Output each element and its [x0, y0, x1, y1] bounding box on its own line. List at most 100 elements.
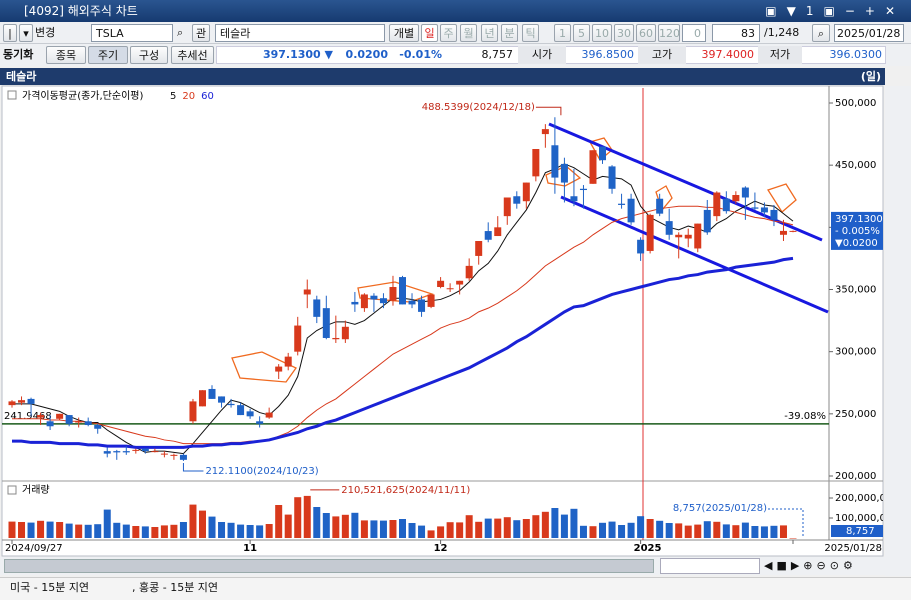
candle-body — [646, 214, 654, 251]
period-button[interactable]: 분 — [501, 24, 518, 42]
interval-button[interactable]: 5 — [573, 24, 590, 42]
volume-bar — [475, 521, 483, 538]
period-button[interactable]: 일 — [421, 24, 438, 42]
volume-last-box — [831, 524, 883, 537]
candle-body — [160, 453, 168, 455]
candle-body — [599, 146, 607, 161]
interval-input[interactable]: 0 — [682, 24, 706, 42]
volume-bar — [332, 516, 340, 538]
volume-bar — [218, 522, 226, 538]
drawing — [545, 165, 582, 187]
tab-button[interactable]: 구성 — [130, 46, 168, 64]
tab-button[interactable]: 주기 — [88, 46, 128, 64]
period-button[interactable]: 년 — [481, 24, 498, 42]
low-label: 저가 — [758, 46, 802, 64]
zoom-button[interactable]: ⌕ — [812, 24, 830, 42]
x-tick-label: 2024/09/27 — [5, 543, 63, 554]
period-button[interactable]: 틱 — [522, 24, 539, 42]
x-tick-label: 12 — [434, 543, 448, 554]
volume-bar — [703, 521, 711, 538]
y-tick-label: 450,000 — [835, 160, 876, 171]
volume-bar — [618, 525, 626, 538]
candle-body — [351, 301, 359, 305]
candle-body — [684, 234, 692, 239]
candle-body — [8, 401, 16, 406]
interval-button[interactable]: 60 — [636, 24, 656, 42]
candle-body — [665, 221, 673, 235]
candle-body — [360, 294, 368, 309]
interval-button[interactable]: 30 — [614, 24, 634, 42]
volume-bar — [160, 525, 168, 538]
volume-title: 거래량 — [22, 484, 50, 496]
volume-bar — [579, 525, 587, 538]
period-button[interactable]: 월 — [460, 24, 477, 42]
candle-body — [322, 308, 330, 338]
candle-body — [741, 187, 749, 198]
candle-body — [18, 400, 26, 403]
low: 396.0300 — [829, 48, 883, 61]
volume-bar — [265, 524, 273, 538]
volume-bar — [713, 521, 721, 538]
candle-body — [370, 295, 378, 300]
interval-button[interactable]: 120 — [658, 24, 680, 42]
y-tick-label: 400,000 — [835, 222, 876, 233]
candle-body — [294, 325, 302, 352]
window-controls[interactable]: ▣▼1▣−+✕ — [765, 4, 905, 18]
interval-button[interactable]: 10 — [592, 24, 612, 42]
volume-bar — [732, 525, 740, 538]
tab-button[interactable]: 종목 — [46, 46, 86, 64]
volume-bar — [694, 524, 702, 538]
symbol-input[interactable]: TSLA — [91, 24, 173, 42]
tab-button[interactable]: 추세선 — [171, 46, 214, 64]
reference-change: -39.08% — [784, 411, 826, 422]
volume-bar — [608, 521, 616, 538]
interval-button[interactable]: 1 — [554, 24, 571, 42]
volume-bar — [179, 522, 187, 538]
candle-body — [84, 421, 92, 426]
watch-button[interactable]: 관 — [192, 24, 210, 42]
drawing — [357, 281, 434, 303]
volume-bar — [151, 527, 159, 538]
volume-bar — [494, 518, 502, 538]
date-input[interactable]: 2025/01/28 — [834, 24, 904, 42]
mode[interactable]: 변경 — [35, 26, 56, 39]
candle-body — [703, 209, 711, 233]
candle-body — [675, 234, 683, 238]
window-title: [4092] 해외주식 차트 — [24, 4, 138, 18]
open: 396.8500 — [581, 48, 635, 61]
trend-line — [548, 122, 823, 242]
volume-bar — [541, 511, 549, 538]
volume-bar — [722, 524, 730, 538]
scroll-track[interactable] — [4, 559, 654, 573]
volume-bar — [551, 508, 559, 538]
candle-body — [627, 198, 635, 223]
volume-bar — [427, 530, 435, 538]
max-leader — [535, 106, 562, 116]
candle-body — [179, 454, 187, 460]
volume-bar — [770, 525, 778, 538]
volume-bar — [65, 523, 73, 538]
period-button[interactable]: 주 — [440, 24, 457, 42]
volume-bar — [284, 514, 292, 538]
individual-button[interactable]: 개별 — [389, 24, 419, 42]
count-input[interactable]: 83 — [712, 24, 760, 42]
last-price-text: 397.1300 — [835, 214, 883, 225]
volume-bar — [84, 524, 92, 538]
candle-body — [75, 421, 83, 423]
scroll-controls[interactable]: ◀■▶⊕⊖⊙⚙ — [764, 559, 857, 572]
name-input[interactable]: 테슬라 — [215, 24, 385, 42]
zoom-slider[interactable] — [660, 558, 760, 574]
candle-body — [418, 299, 426, 312]
nav-button[interactable]: | — [3, 24, 17, 42]
candle-body — [551, 145, 559, 178]
volume-bar — [665, 523, 673, 538]
nav-button[interactable]: ▾ — [19, 24, 33, 42]
volume-bar — [303, 495, 311, 538]
volume-bar — [646, 519, 654, 538]
candle-body — [779, 230, 787, 235]
search-icon[interactable]: ⌕ — [177, 26, 184, 39]
volume-bar — [484, 518, 492, 538]
drawing-toolbar[interactable] — [885, 86, 911, 576]
candle-body — [570, 196, 578, 202]
legend-entry: 60 — [201, 91, 214, 102]
